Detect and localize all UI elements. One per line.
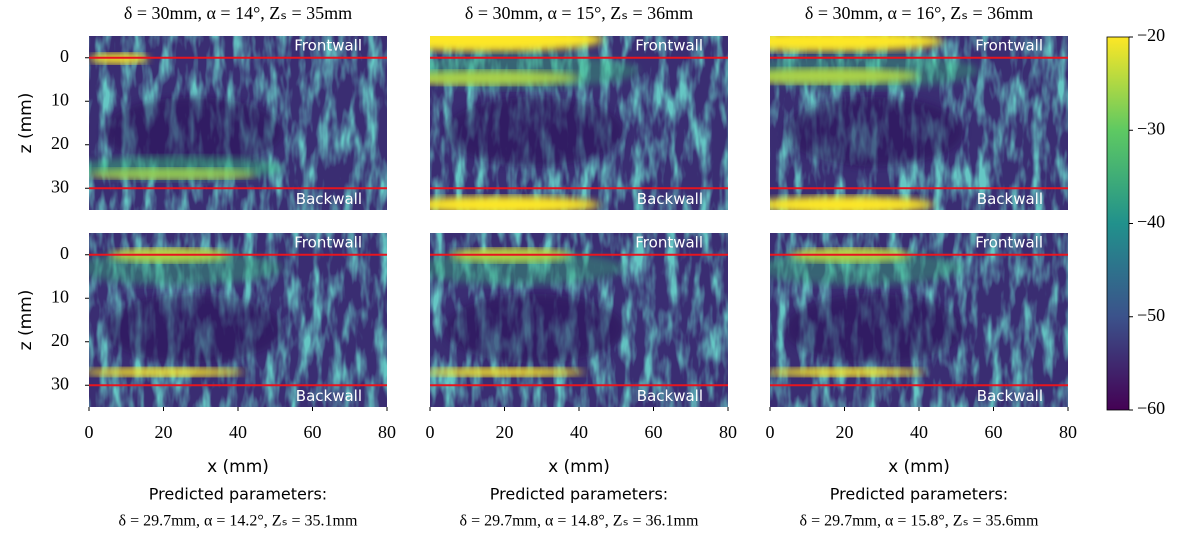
note: Predicted parameters:: [490, 485, 668, 504]
image-dark: [103, 293, 283, 364]
note: δ = 29.7mm, α = 15.8°, Zₛ = 35.6mm: [800, 513, 1039, 530]
x-tick-label: 60: [985, 422, 1003, 442]
image: [430, 36, 728, 210]
echo: [770, 250, 964, 286]
x-tick-label: 40: [910, 422, 928, 442]
image-dark: [784, 293, 964, 364]
colorbar-tick-label: −50: [1137, 305, 1165, 325]
wall-label: Frontwall: [294, 36, 362, 54]
x-tick-label: 20: [836, 422, 854, 442]
y-tick-label: 10: [51, 286, 69, 306]
image-dark: [444, 293, 624, 364]
x-tick-label: 40: [570, 422, 588, 442]
y-tick-label: 0: [60, 46, 69, 66]
colorbar-tick-label: −60: [1137, 398, 1165, 418]
x-tick-label: 0: [766, 422, 775, 442]
wall-label: Frontwall: [294, 233, 362, 251]
x-tick-label: 60: [304, 422, 322, 442]
y-tick-label: 30: [51, 176, 69, 196]
echo: [770, 367, 925, 377]
echo: [430, 196, 600, 210]
image: [89, 36, 387, 210]
x-tick-label: 40: [229, 422, 247, 442]
wall-label: Backwall: [637, 387, 703, 405]
wall-label: Frontwall: [635, 233, 703, 251]
image-dark: [103, 96, 283, 167]
echo: [770, 196, 934, 210]
panel-title: δ = 30mm, α = 15°, Zₛ = 36mm: [465, 3, 693, 23]
x-tick-label: 20: [155, 422, 173, 442]
wall-label: Backwall: [977, 190, 1043, 208]
wall-label: Frontwall: [635, 36, 703, 54]
echo: [89, 250, 283, 286]
note: δ = 29.7mm, α = 14.8°, Zₛ = 36.1mm: [460, 513, 699, 530]
echo: [770, 53, 979, 89]
colorbar: [1106, 36, 1130, 411]
colorbar-tick-label: −30: [1137, 118, 1165, 138]
wall-label: Backwall: [637, 190, 703, 208]
colorbar-tick-label: −40: [1137, 212, 1165, 232]
echo: [770, 36, 943, 52]
echo: [430, 36, 603, 52]
image: [430, 233, 728, 407]
y-tick-label: 20: [51, 330, 69, 350]
y-label: z (mm): [16, 290, 36, 351]
echo: [89, 367, 244, 377]
wall-label: Backwall: [977, 387, 1043, 405]
y-tick-label: 30: [51, 373, 69, 393]
image-dark: [784, 96, 964, 167]
y-tick-label: 10: [51, 89, 69, 109]
x-label: x (mm): [207, 457, 269, 477]
wall-label: Frontwall: [975, 36, 1043, 54]
note: Predicted parameters:: [830, 485, 1008, 504]
x-label: x (mm): [888, 457, 950, 477]
note: δ = 29.7mm, α = 14.2°, Zₛ = 35.1mm: [119, 513, 358, 530]
y-tick-label: 20: [51, 133, 69, 153]
wall-label: Backwall: [296, 387, 362, 405]
echo: [430, 367, 585, 377]
echo: [430, 250, 624, 286]
note: Predicted parameters:: [149, 485, 327, 504]
wall-label: Backwall: [296, 190, 362, 208]
panel-title: δ = 30mm, α = 16°, Zₛ = 36mm: [805, 3, 1033, 23]
colorbar-tick-label: −20: [1137, 25, 1165, 45]
x-tick-label: 60: [645, 422, 663, 442]
echo: [89, 156, 283, 181]
image: [770, 233, 1068, 407]
x-tick-label: 0: [85, 422, 94, 442]
x-tick-label: 0: [426, 422, 435, 442]
wall-label: Frontwall: [975, 233, 1043, 251]
image-dark: [444, 96, 624, 167]
x-tick-label: 80: [1059, 422, 1077, 442]
x-tick-label: 80: [719, 422, 737, 442]
image: [770, 36, 1068, 210]
y-label: z (mm): [16, 93, 36, 154]
echo: [430, 53, 639, 89]
y-tick-label: 0: [60, 243, 69, 263]
x-tick-label: 20: [496, 422, 514, 442]
x-label: x (mm): [548, 457, 610, 477]
x-tick-label: 80: [378, 422, 396, 442]
image: [89, 233, 387, 407]
panel-title: δ = 30mm, α = 14°, Zₛ = 35mm: [124, 3, 352, 23]
